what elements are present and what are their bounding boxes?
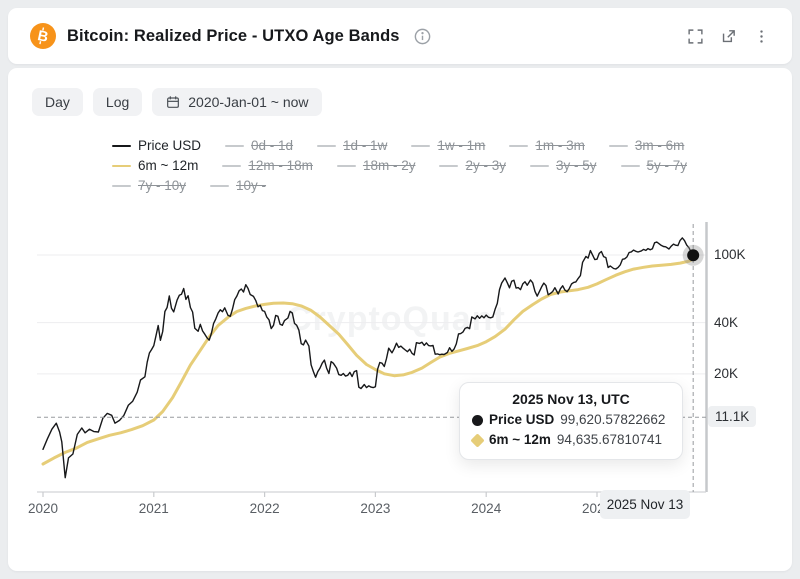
legend-label: 1w - 1m [437, 138, 486, 153]
info-icon[interactable] [413, 27, 432, 46]
tooltip-marker-diamond [470, 432, 485, 448]
y-axis-label-11-1k: 11.1K [708, 406, 757, 428]
scale-chip[interactable]: Log [92, 88, 143, 116]
x-axis-label-2020: 2020 [27, 501, 59, 516]
fullscreen-icon[interactable] [687, 28, 704, 45]
legend-label: 3y - 5y [555, 158, 597, 173]
legend-item-18m-2y[interactable]: 18m - 2y [336, 158, 416, 173]
open-external-icon[interactable] [720, 28, 737, 45]
legend-marker [112, 164, 131, 167]
x-axis-label-2021: 2021 [138, 501, 169, 516]
date-range-label: 2020-Jan-01 ~ now [188, 94, 309, 110]
legend-row: 7y - 10y 10y - [112, 178, 687, 193]
legend-marker [411, 144, 431, 147]
legend-label: 1m - 3m [535, 138, 585, 153]
tooltip-value: 94,635.67810741 [556, 432, 663, 447]
legend-label: 1d - 1w [343, 138, 388, 153]
legend-marker [225, 144, 245, 147]
legend-item-2y-3y[interactable]: 2y - 3y [439, 158, 506, 173]
legend-marker [529, 164, 549, 167]
calendar-icon [165, 94, 181, 110]
legend-row: Price USD 0d - 1d 1d - 1w 1w - 1m 1m - 3m 3m … [112, 138, 687, 153]
tooltip-label: 6m ~ 12m [489, 432, 551, 447]
tooltip-row-price-usd: Price USD 99,620.57822662 [472, 410, 670, 430]
series-price-usd [42, 237, 694, 479]
tooltip-rows: Price USD 99,620.57822662 6m ~ 12m 94,635.6… [470, 410, 670, 450]
legend-item-12m-18m[interactable]: 12m - 18m [222, 158, 313, 173]
cursor-date-badge: 2025 Nov 13 [600, 490, 690, 519]
legend-item-0d-1d[interactable]: 0d - 1d [225, 138, 293, 153]
x-axis-label-2023: 2023 [360, 501, 391, 516]
highlight-dot [687, 249, 700, 262]
legend-marker [608, 144, 628, 147]
legend-item-1m-3m[interactable]: 1m - 3m [509, 138, 585, 153]
legend-marker [509, 144, 529, 147]
interval-chip[interactable]: Day [32, 88, 83, 116]
legend-item-5y-7y[interactable]: 5y - 7y [620, 158, 688, 173]
legend-marker [112, 144, 131, 147]
legend-item-6m-12m[interactable]: 6m ~ 12m [112, 158, 198, 173]
legend-row: 6m ~ 12m 12m - 18m 18m - 2y 2y - 3y 3y - 5y 5… [112, 158, 687, 173]
tooltip-value: 99,620.57822662 [560, 412, 666, 427]
legend-marker [210, 184, 230, 187]
legend-marker [336, 164, 356, 167]
chart-header: B Bitcoin: Realized Price - UTXO Age Ban… [8, 8, 792, 64]
legend-label: 5y - 7y [646, 158, 688, 173]
x-axis-label-2022: 2022 [249, 501, 280, 516]
header-actions [687, 8, 770, 64]
bitcoin-logo: B [30, 23, 56, 49]
tooltip-row-6m-12m: 6m ~ 12m 94,635.67810741 [470, 430, 670, 450]
legend-marker [112, 184, 131, 187]
legend-item-price-usd[interactable]: Price USD [112, 138, 201, 153]
legend-label: 6m ~ 12m [138, 158, 199, 173]
svg-text:B: B [36, 28, 50, 46]
legend-label: 7y - 10y [138, 178, 187, 193]
legend-marker [620, 164, 640, 167]
chart-card: Day Log 2020-Jan-01 ~ now Price USD 0d - … [8, 68, 792, 571]
tooltip-title: 2025 Nov 13, UTC [512, 391, 630, 407]
title-group: B Bitcoin: Realized Price - UTXO Age Ban… [30, 8, 432, 64]
legend-marker [222, 164, 242, 167]
toolbar: Day Log 2020-Jan-01 ~ now [32, 88, 322, 116]
page-title: Bitcoin: Realized Price - UTXO Age Bands [67, 26, 400, 45]
y-axis-label-20k: 20K [714, 365, 739, 381]
tooltip-label: Price USD [489, 412, 555, 427]
legend-marker [439, 164, 459, 167]
legend-label: 0d - 1d [251, 138, 294, 153]
legend-label: 3m - 6m [634, 138, 685, 153]
x-axis-label-2024: 2024 [471, 501, 502, 516]
y-axis-label-40k: 40K [714, 314, 739, 330]
more-menu-icon[interactable] [753, 28, 770, 45]
date-range-chip[interactable]: 2020-Jan-01 ~ now [152, 88, 322, 116]
tooltip-marker-circle [472, 414, 483, 426]
legend-item-7y-10y[interactable]: 7y - 10y [112, 178, 186, 193]
tooltip: 2025 Nov 13, UTC Price USD 99,620.5782266… [459, 382, 683, 460]
legend-item-1d-1w[interactable]: 1d - 1w [317, 138, 387, 153]
legend-label: 2y - 3y [465, 158, 506, 173]
legend-label: 18m - 2y [362, 158, 416, 173]
legend-label: Price USD [138, 138, 202, 153]
series-6m-12m [41, 257, 695, 466]
legend-marker [317, 144, 337, 147]
legend-label: 10y - [236, 178, 267, 193]
legend-item-10y[interactable]: 10y - [210, 178, 266, 193]
y-axis-label-100k: 100K [714, 247, 746, 262]
legend-item-3m-6m[interactable]: 3m - 6m [608, 138, 685, 153]
legend-item-1w-1m[interactable]: 1w - 1m [411, 138, 485, 153]
legend: Price USD 0d - 1d 1d - 1w 1w - 1m 1m - 3m 3m … [112, 138, 687, 193]
legend-label: 12m - 18m [248, 158, 313, 173]
legend-item-3y-5y[interactable]: 3y - 5y [529, 158, 597, 173]
